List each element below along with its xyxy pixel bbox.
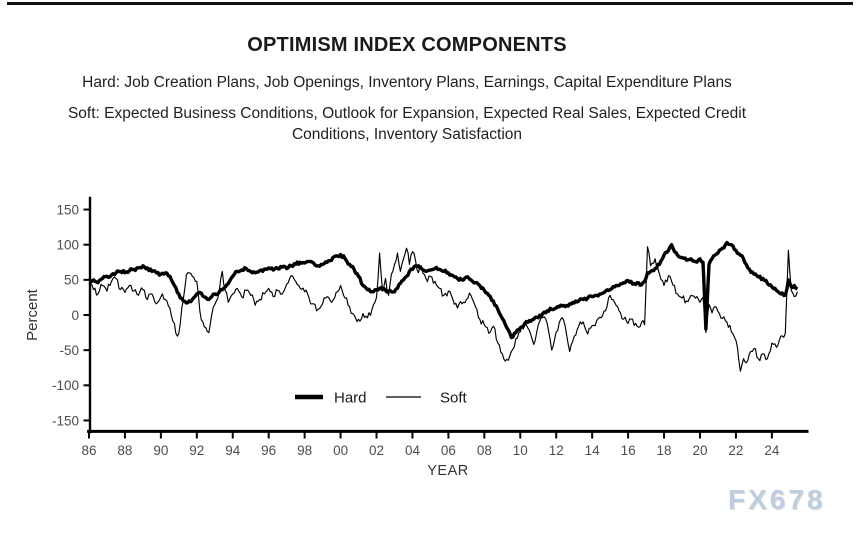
soft-series-line: [88, 246, 798, 372]
x-tick-label: 24: [764, 443, 780, 458]
top-border-line: [7, 2, 853, 5]
chart-title: OPTIMISM INDEX COMPONENTS: [247, 34, 567, 56]
soft-components-note: Soft: Expected Business Conditions, Outl…: [67, 104, 747, 143]
x-tick-label: 18: [657, 443, 672, 458]
x-tick-label: 94: [225, 443, 241, 458]
x-axis-title: YEAR: [427, 463, 469, 479]
x-tick-label: 20: [692, 443, 707, 458]
y-tick-label: -50: [59, 343, 79, 358]
chart-header: OPTIMISM INDEX COMPONENTS Hard: Job Crea…: [0, 0, 814, 146]
x-tick-labels: 86 88 90 92 94 96 98 00 02 04 06 08 10 12 14 16 18 20 22 24: [81, 431, 780, 458]
watermark-fx678: FX678: [728, 484, 826, 515]
y-tick-label: -150: [52, 413, 79, 428]
y-tick-labels: 150 100 50 0 -50 -100 -150: [52, 202, 90, 428]
x-tick-label: 90: [153, 443, 168, 458]
y-tick-label: 0: [71, 308, 79, 323]
x-tick-label: 08: [477, 443, 492, 458]
y-tick-label: 150: [56, 202, 79, 217]
x-tick-label: 86: [81, 443, 96, 458]
x-tick-label: 16: [621, 443, 636, 458]
legend: Hard Soft: [295, 390, 468, 407]
x-tick-label: 02: [369, 443, 384, 458]
y-tick-label: -100: [52, 378, 79, 393]
hard-components-note: Hard: Job Creation Plans, Job Openings, …: [82, 74, 732, 91]
x-tick-label: 92: [189, 443, 204, 458]
x-tick-label: 00: [333, 443, 348, 458]
x-tick-label: 96: [261, 443, 276, 458]
x-tick-label: 22: [728, 443, 743, 458]
x-tick-label: 04: [405, 443, 421, 458]
legend-soft-label: Soft: [440, 390, 468, 407]
x-tick-label: 12: [549, 443, 564, 458]
x-tick-label: 10: [513, 443, 528, 458]
y-axis-title: Percent: [24, 288, 41, 341]
x-tick-label: 06: [441, 443, 456, 458]
x-tick-label: 88: [117, 443, 132, 458]
y-tick-label: 100: [56, 238, 79, 253]
legend-hard-label: Hard: [334, 390, 367, 407]
x-tick-label: 98: [297, 443, 312, 458]
x-tick-label: 14: [585, 443, 601, 458]
hard-series-line: [88, 240, 799, 340]
y-tick-label: 50: [64, 273, 79, 288]
